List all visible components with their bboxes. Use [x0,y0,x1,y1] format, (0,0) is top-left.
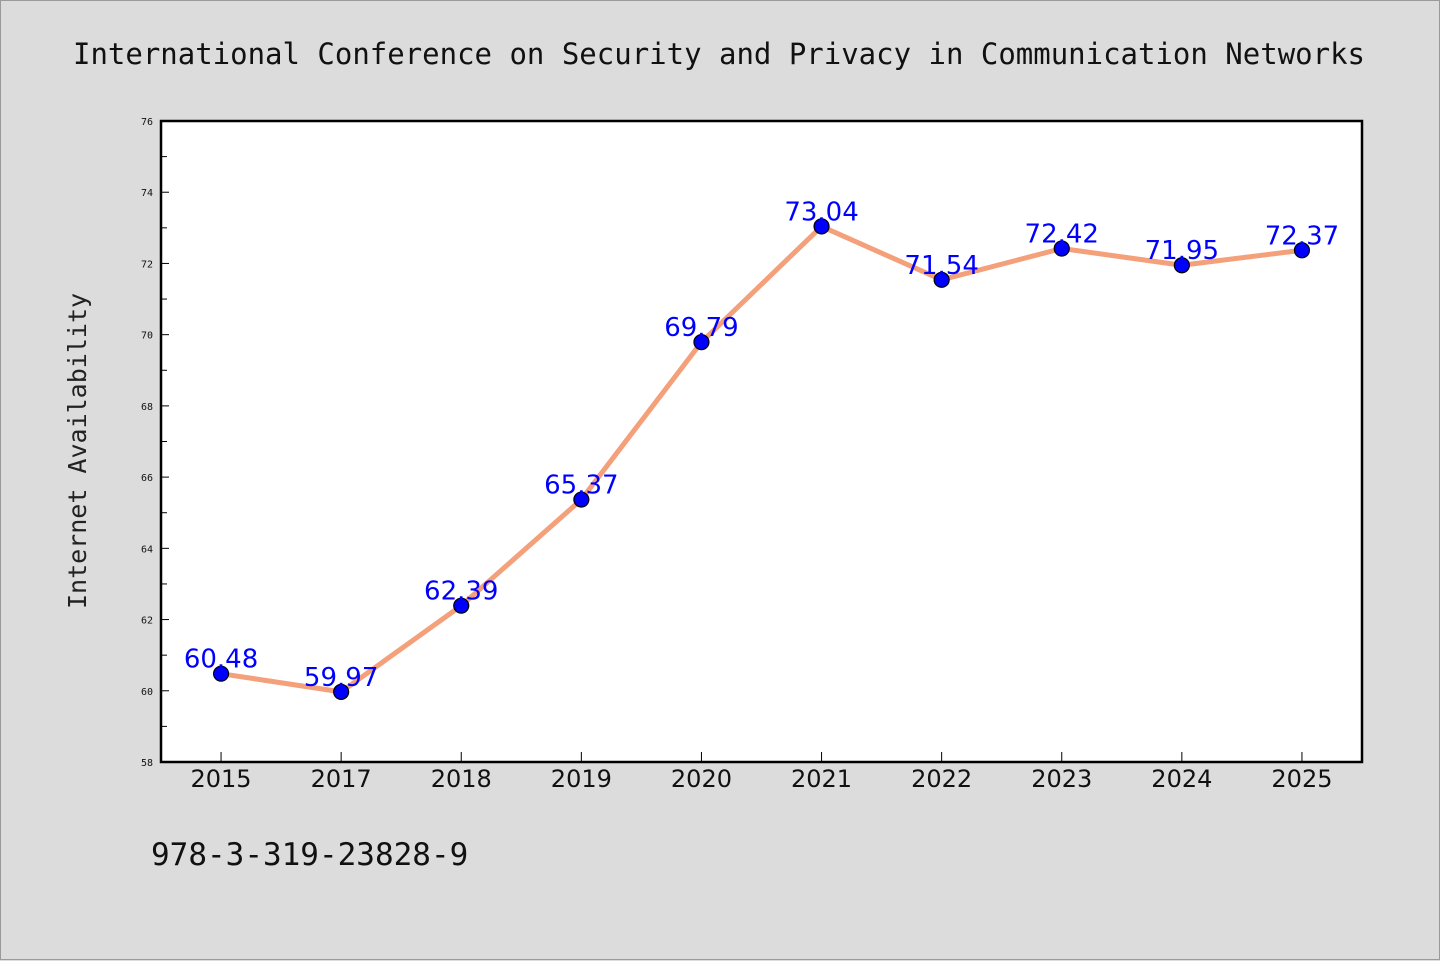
data-label: 60.48 [184,645,258,675]
data-point [933,271,950,288]
data-label: 69.79 [664,313,738,343]
x-tick-label: 2022 [911,765,972,793]
footer-code: 978-3-319-23828-9 [151,837,468,873]
data-label: 72.42 [1025,219,1099,249]
series-line-group [218,223,1305,695]
y-tick-label: 64 [141,544,153,555]
chart-title: International Conference on Security and… [73,37,1365,71]
data-markers [212,218,1311,700]
y-tick-label: 58 [141,758,153,769]
x-tick-label: 2019 [551,765,612,793]
y-axis: 58 60 62 64 66 68 70 72 74 76 [141,117,169,769]
data-point [573,491,590,508]
y-tick-label: 74 [141,188,153,199]
plot-area [161,121,1362,762]
data-label: 62.39 [424,577,498,607]
x-tick-label: 2015 [191,765,252,793]
x-tick-label: 2025 [1271,765,1332,793]
data-label: 71.54 [904,251,978,281]
x-tick-label: 2024 [1151,765,1212,793]
x-axis: 2015 2017 2018 2019 2020 2021 2022 2023 2024 2025 [191,752,1332,793]
y-tick-label: 62 [141,616,153,627]
data-labels: 60.48 59.97 62.39 65.37 69.79 73.04 71.54 72.42… [184,197,1339,692]
x-tick-label: 2018 [431,765,492,793]
data-label: 72.37 [1265,221,1339,251]
data-point [1053,240,1070,257]
data-label: 65.37 [544,471,618,501]
x-tick-label: 2023 [1031,765,1092,793]
x-tick-label: 2021 [791,765,852,793]
y-tick-label: 66 [141,473,153,484]
y-tick-label: 68 [141,402,153,413]
data-point [813,218,830,235]
data-point [693,334,710,351]
y-tick-label: 72 [141,259,153,270]
series-line [218,223,1305,695]
y-tick-label: 76 [141,117,153,128]
y-tick-label: 60 [141,687,153,698]
y-axis-label: Internet Availability [63,293,92,609]
data-point [1293,242,1311,259]
x-tick-label: 2020 [671,765,732,793]
data-label: 73.04 [784,197,858,227]
data-point [333,683,350,700]
data-point [212,665,230,682]
data-point [1173,257,1190,274]
data-label: 71.95 [1145,236,1219,266]
plot-border [159,119,1364,764]
y-tick-label: 70 [141,331,153,342]
data-point [453,597,470,614]
data-label: 59.97 [304,663,378,693]
x-tick-label: 2017 [311,765,372,793]
